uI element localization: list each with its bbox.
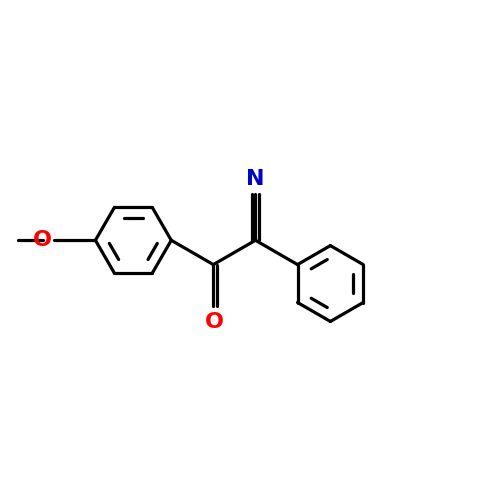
Text: O: O	[205, 312, 224, 332]
Text: N: N	[246, 169, 264, 189]
Text: O: O	[32, 230, 52, 250]
